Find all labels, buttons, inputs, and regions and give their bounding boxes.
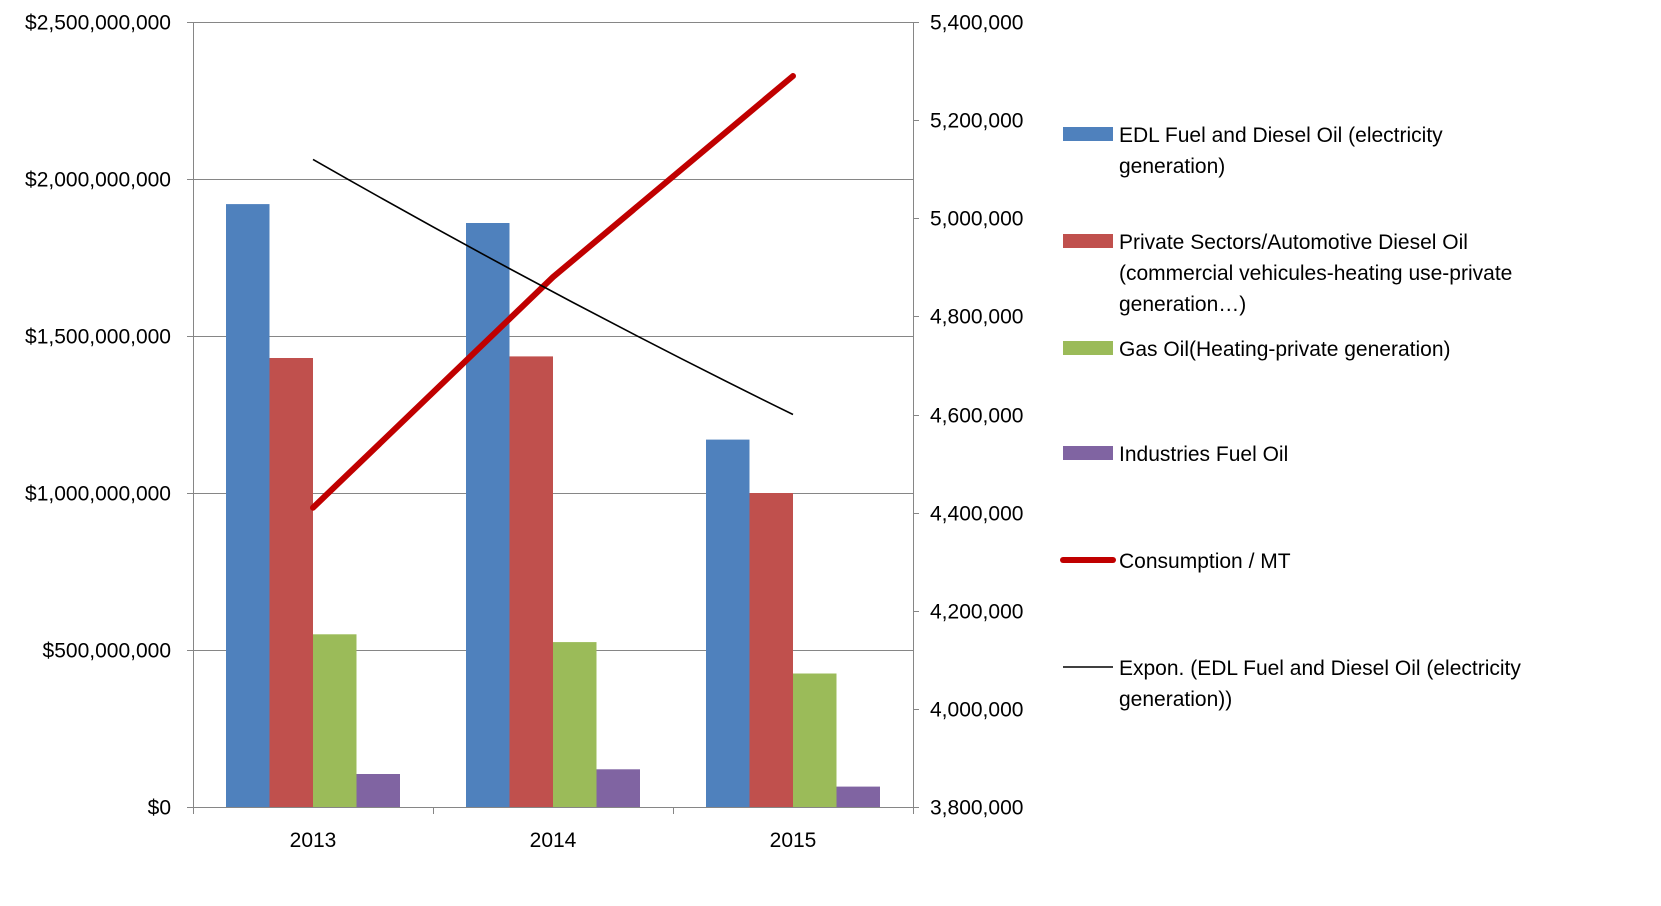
bar-c0504d-2013 [269, 358, 313, 807]
right-axis-tick-label: 3,800,000 [930, 797, 1023, 820]
right-axis-tick-label: 4,000,000 [930, 699, 1023, 722]
bar-c0504d-2015 [749, 493, 793, 807]
legend-label-line: Private Sectors/Automotive Diesel Oil [1119, 231, 1468, 254]
bar-4f81bd-2014 [466, 223, 510, 807]
legend-label: Private Sectors/Automotive Diesel Oil (co… [1119, 231, 1512, 316]
right-axis-tick-label: 4,800,000 [930, 306, 1023, 329]
right-axis-tick-label: 4,400,000 [930, 503, 1023, 526]
bar-4f81bd-2015 [706, 439, 750, 807]
legend-label: Gas Oil(Heating-private generation) [1119, 338, 1451, 361]
left-axis-tick-label: $1,000,000,000 [25, 483, 171, 506]
legend-swatch [1063, 341, 1113, 355]
line-consumption-mt [310, 73, 796, 511]
bar-series-group [226, 204, 880, 808]
bar-c0504d-2014 [509, 356, 553, 807]
x-axis-tick-label: 2015 [770, 829, 817, 852]
tick-labels: $0 $500,000,000 $1,000,000,000 $1,500,000,0… [25, 12, 1023, 853]
legend-label-line: generation…) [1119, 293, 1246, 316]
legend-swatch [1063, 446, 1113, 460]
left-axis-tick-label: $500,000,000 [43, 640, 171, 663]
bar-9bbb59-2015 [793, 673, 837, 807]
trendline-expon [312, 158, 794, 416]
legend-label: EDL Fuel and Diesel Oil (electricity gene… [1119, 124, 1443, 178]
bar-9bbb59-2014 [553, 642, 597, 807]
right-axis-tick-label: 4,600,000 [930, 405, 1023, 428]
legend-label-line: (commercial vehicules-heating use-privat… [1119, 262, 1512, 285]
legend-label: Consumption / MT [1119, 550, 1291, 573]
legend-label: Industries Fuel Oil [1119, 443, 1288, 466]
legend-label-line: EDL Fuel and Diesel Oil (electricity [1119, 124, 1443, 147]
x-axis-tick-label: 2013 [290, 829, 337, 852]
legend-swatch [1063, 234, 1113, 248]
line-series-group [310, 73, 796, 511]
legend-label-line: Gas Oil(Heating-private generation) [1119, 338, 1451, 361]
legend-label-line: Expon. (EDL Fuel and Diesel Oil (electri… [1119, 657, 1521, 680]
left-axis-tick-label: $0 [148, 797, 171, 820]
bar-9bbb59-2013 [313, 634, 357, 807]
axes [187, 22, 919, 814]
bar-8064a2-2014 [596, 769, 640, 807]
bar-8064a2-2013 [356, 774, 400, 807]
left-axis-tick-label: $2,500,000,000 [25, 12, 171, 35]
left-axis-tick-label: $2,000,000,000 [25, 169, 171, 192]
x-axis-tick-label: 2014 [530, 829, 577, 852]
right-axis-tick-label: 5,400,000 [930, 12, 1023, 35]
legend-label-line: Consumption / MT [1119, 550, 1291, 573]
legend-label-line: Industries Fuel Oil [1119, 443, 1288, 466]
bar-4f81bd-2013 [226, 204, 270, 808]
right-axis-tick-label: 5,000,000 [930, 208, 1023, 231]
left-axis-tick-label: $1,500,000,000 [25, 326, 171, 349]
bar-8064a2-2015 [836, 786, 880, 807]
legend-label-line: generation) [1119, 155, 1225, 178]
legend-label-line: generation)) [1119, 688, 1232, 711]
right-axis-tick-label: 4,200,000 [930, 601, 1023, 624]
right-axis-tick-label: 5,200,000 [930, 110, 1023, 133]
legend-label: Expon. (EDL Fuel and Diesel Oil (electri… [1119, 657, 1521, 711]
legend: EDL Fuel and Diesel Oil (electricity gene… [1060, 124, 1521, 711]
legend-swatch [1063, 127, 1113, 141]
